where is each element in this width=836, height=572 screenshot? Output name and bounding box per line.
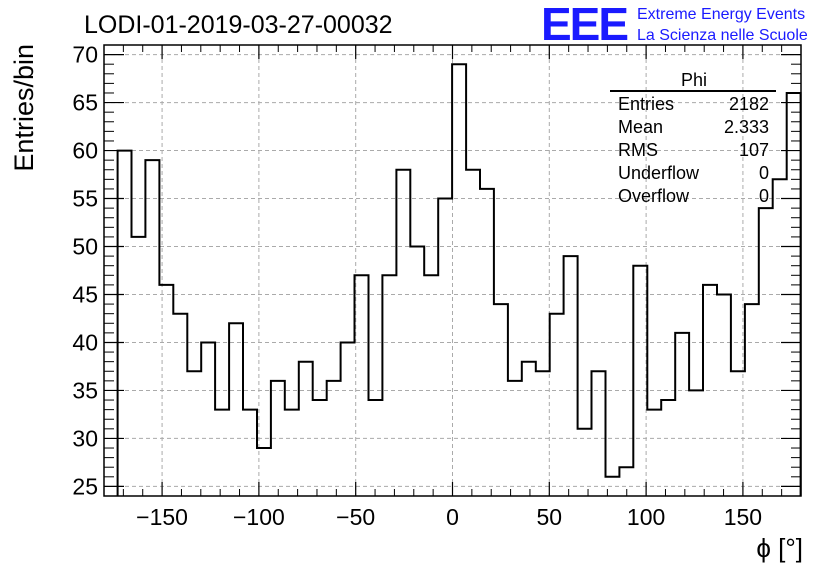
- stats-value: 107: [739, 140, 769, 160]
- x-tick-label: −100: [233, 504, 285, 530]
- y-tick-label: 40: [72, 329, 98, 355]
- stats-value: 0: [759, 163, 769, 183]
- y-axis-label: Entries/bin: [9, 44, 39, 172]
- x-tick-label: −150: [136, 504, 188, 530]
- stats-label: RMS: [618, 140, 658, 160]
- chart-title: LODI-01-2019-03-27-00032: [84, 11, 393, 39]
- stats-value: 0: [759, 186, 769, 206]
- x-tick-label: 150: [724, 504, 762, 530]
- histogram-outline: [116, 63, 802, 496]
- y-tick-label: 30: [72, 425, 98, 451]
- x-tick-label: 0: [446, 504, 459, 530]
- x-tick-label: 100: [627, 504, 665, 530]
- x-tick-label: −50: [336, 504, 375, 530]
- y-tick-label: 50: [72, 234, 98, 260]
- y-tick-label: 60: [72, 138, 98, 164]
- stats-box: Phi Entries 2182 Mean 2.333 RMS 107 Underflow 0…: [610, 70, 776, 206]
- stats-label: Mean: [618, 117, 663, 137]
- stats-title: Phi: [681, 70, 707, 90]
- x-tick-label: 50: [537, 504, 563, 530]
- y-tick-label: 45: [72, 281, 98, 307]
- stats-value: 2.333: [724, 117, 769, 137]
- eee-logo-line2: La Scienza nelle Scuole: [637, 27, 808, 44]
- y-tick-label: 65: [72, 90, 98, 116]
- y-tick-label: 35: [72, 377, 98, 403]
- stats-value: 2182: [729, 94, 769, 114]
- stats-label: Entries: [618, 94, 674, 114]
- eee-logo-mark: EEE: [541, 0, 627, 50]
- tick-labels: −150 −100 −50 0 50 100 150 25 30 35 40 45 50 55 60 65 70: [72, 42, 762, 530]
- stats-label: Underflow: [618, 163, 700, 183]
- y-tick-label: 70: [72, 42, 98, 68]
- grid-lines: [104, 45, 801, 496]
- x-axis-label: ϕ [°]: [756, 533, 803, 563]
- y-tick-label: 25: [72, 473, 98, 499]
- eee-logo-line1: Extreme Energy Events: [637, 6, 805, 23]
- histogram-series: [116, 63, 802, 496]
- axis-ticks: [103, 44, 802, 496]
- y-tick-label: 55: [72, 186, 98, 212]
- stats-label: Overflow: [618, 186, 690, 206]
- eee-logo: EEE Extreme Energy Events La Scienza nel…: [541, 0, 808, 50]
